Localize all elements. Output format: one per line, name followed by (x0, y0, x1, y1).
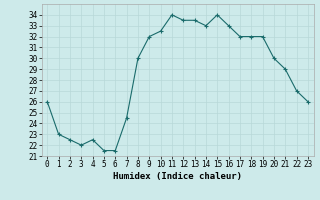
X-axis label: Humidex (Indice chaleur): Humidex (Indice chaleur) (113, 172, 242, 181)
